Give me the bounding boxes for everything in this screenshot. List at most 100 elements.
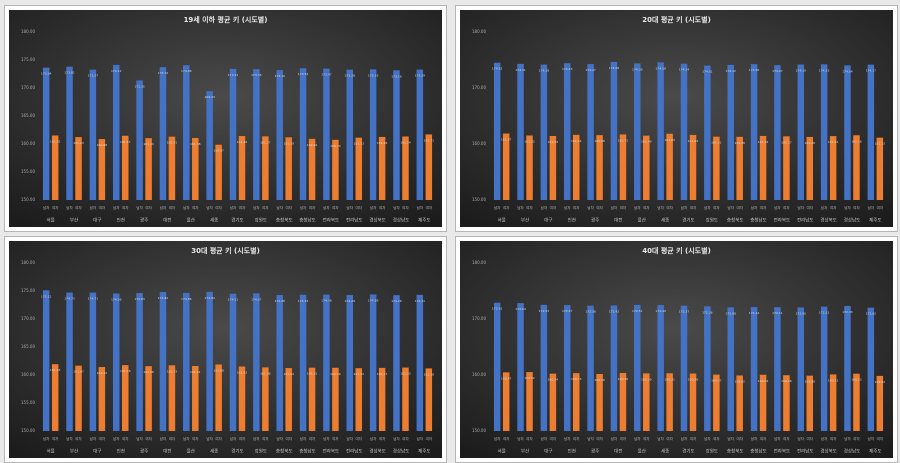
series-label: 남자 [657,205,664,210]
bar [867,307,875,431]
x-tick-label: 충청남도 [750,217,767,224]
series-label: 남자 [206,205,213,210]
x-tick-label: 강원도 [255,217,267,224]
data-label: 161.13 [354,142,365,146]
data-label: 161.27 [377,372,388,376]
series-label: 남자 [300,436,307,441]
y-tick-label: 180.00 [472,260,486,265]
series-label: 여자 [332,205,339,210]
x-tick-label: 울산 [187,448,195,455]
x-tick-label: 부산 [70,217,78,224]
data-label: 174.31 [415,299,426,303]
bar [121,365,129,431]
data-label: 161.88 [213,368,224,372]
y-tick-label: 150.00 [472,428,486,433]
bar [727,64,734,200]
bar [493,62,501,200]
bar [75,365,82,431]
series-label: 남자 [347,205,354,210]
data-label: 161.83 [664,138,675,142]
data-label: 160.18 [594,378,605,382]
data-label: 159.88 [805,380,816,384]
bar [502,372,510,431]
x-tick-label: 경상북도 [820,448,837,455]
series-label: 여자 [215,205,222,210]
data-label: 161.52 [50,139,61,143]
series-label: 남자 [323,436,330,441]
bar [192,137,199,200]
series-label: 여자 [402,436,409,441]
chart: 30대 평균 키 (시도별) 150.00 155.00 160.00 165.00 17… [9,241,442,458]
series-label: 남자 [774,436,781,441]
bar [51,364,59,431]
series-label: 여자 [760,205,767,210]
data-label: 161.73 [167,369,178,373]
series-label: 남자 [113,436,120,441]
chart-title: 30대 평균 키 (시도별) [191,246,260,255]
data-label: 161.49 [641,140,652,144]
y-tick-label: 160.00 [472,141,486,146]
x-tick-label: 세종 [210,448,218,455]
bar [643,135,650,200]
data-label: 172.47 [562,309,573,313]
y-tick-label: 150.00 [21,428,35,433]
bar [727,307,734,431]
chart-background [9,10,442,227]
bar [42,290,50,431]
bar [563,63,571,200]
y-tick-label: 175.00 [21,57,35,62]
data-label: 172.26 [702,310,713,314]
bar [853,373,860,431]
series-label: 여자 [643,436,650,441]
data-label: 174.04 [842,69,853,73]
series-label: 남자 [657,436,664,441]
data-label: 174.36 [321,299,332,303]
data-label: 161.33 [400,372,411,376]
y-tick-label: 180.00 [472,29,486,34]
series-label: 여자 [285,205,292,210]
bar [713,136,720,200]
series-label: 여자 [550,436,557,441]
x-tick-label: 경기도 [231,217,243,224]
x-tick-label: 충청남도 [299,217,316,224]
bar [355,137,363,200]
x-tick-label: 부산 [521,448,529,455]
x-tick-label: 세종 [661,448,669,455]
bar [262,136,269,200]
data-label: 160.29 [641,377,652,381]
data-label: 174.63 [134,297,145,301]
data-label: 174.28 [274,299,285,303]
series-label: 남자 [611,436,618,441]
bar [416,294,424,431]
series-label: 여자 [192,436,199,441]
data-label: 172.49 [655,309,666,313]
data-label: 161.26 [805,141,816,145]
data-label: 174.39 [632,67,643,71]
bar [759,135,767,200]
series-label: 여자 [807,436,814,441]
data-label: 172.37 [679,310,690,314]
chart: 20대 평균 키 (시도별) 150.00 160.00 170.00 180.00 서울… [460,10,893,227]
series-label: 남자 [370,205,377,210]
series-label: 남자 [681,436,688,441]
series-label: 여자 [52,436,59,441]
bar [596,135,603,200]
y-tick-label: 170.00 [21,85,35,90]
data-label: 172.84 [515,307,526,311]
series-label: 남자 [727,205,734,210]
bar [183,292,190,431]
series-label: 여자 [666,205,673,210]
data-label: 172.08 [725,311,736,315]
y-tick-label: 150.00 [21,197,35,202]
x-tick-label: 대구 [93,217,101,224]
data-label: 172.02 [866,312,877,316]
x-tick-label: 경상북도 [820,217,837,224]
data-label: 160.31 [664,377,675,381]
x-tick-label: 부산 [70,448,78,455]
bar [51,135,59,200]
bar [774,65,781,200]
data-label: 159.96 [781,379,792,383]
bar [502,133,510,200]
data-label: 161.19 [283,141,294,145]
bar [332,139,339,200]
